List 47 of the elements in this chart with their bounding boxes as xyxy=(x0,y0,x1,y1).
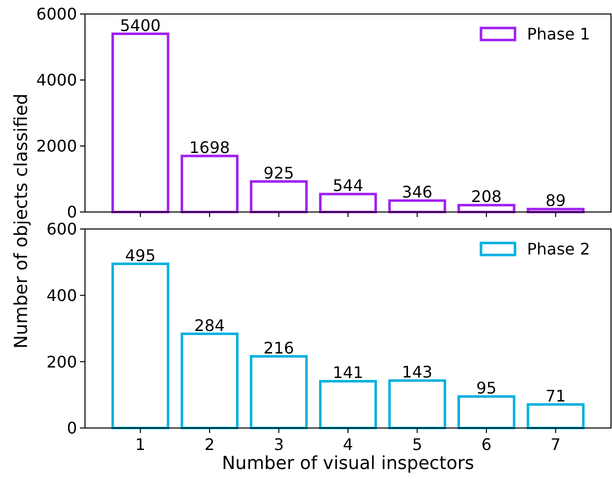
data-label: 1698 xyxy=(189,138,230,157)
bar xyxy=(388,379,446,430)
bar xyxy=(111,262,170,430)
data-label: 95 xyxy=(476,378,497,398)
data-label: 216 xyxy=(264,338,294,358)
legend-label: Phase 2 xyxy=(527,240,590,259)
data-label: 346 xyxy=(402,182,432,202)
y-tick-label: 6000 xyxy=(36,4,77,24)
y-tick-label: 400 xyxy=(46,286,77,305)
y-tick-label: 600 xyxy=(46,220,77,239)
bar xyxy=(319,380,377,430)
data-label: 71 xyxy=(545,386,566,406)
data-label: 495 xyxy=(125,246,156,265)
legend-label: Phase 1 xyxy=(527,24,590,44)
y-tick-label: 0 xyxy=(66,418,77,438)
y-tick-label: 0 xyxy=(66,202,77,222)
data-label: 284 xyxy=(194,316,225,335)
bar xyxy=(526,208,585,214)
x-tick-label: 7 xyxy=(550,435,561,454)
y-tick-label: 4000 xyxy=(36,70,77,90)
y-tick-label: 2000 xyxy=(36,136,77,156)
bar xyxy=(111,32,170,214)
data-label: 925 xyxy=(264,163,294,182)
data-label: 143 xyxy=(402,362,432,382)
x-tick-label: 5 xyxy=(412,435,422,454)
bar xyxy=(180,332,239,430)
bar xyxy=(250,355,308,430)
x-tick-label: 2 xyxy=(204,435,215,454)
bar xyxy=(457,204,516,214)
bar xyxy=(319,192,377,214)
y-tick-label: 200 xyxy=(46,352,77,372)
data-label: 544 xyxy=(332,176,364,196)
bar xyxy=(180,154,239,214)
data-label: 141 xyxy=(332,363,364,382)
x-tick-label: 3 xyxy=(274,435,284,454)
data-label: 89 xyxy=(545,191,566,210)
bar xyxy=(250,180,308,214)
x-axis-title: Number of visual inspectors xyxy=(222,453,474,474)
bar xyxy=(388,199,446,214)
x-tick-label: 4 xyxy=(342,435,354,454)
data-label: 208 xyxy=(471,187,502,206)
y-axis-title: Number of objects classified xyxy=(11,93,32,349)
x-tick-label: 6 xyxy=(481,435,492,454)
bar xyxy=(457,395,516,430)
x-tick-label: 1 xyxy=(135,435,146,454)
bar xyxy=(526,403,585,430)
data-label: 5400 xyxy=(120,16,161,35)
